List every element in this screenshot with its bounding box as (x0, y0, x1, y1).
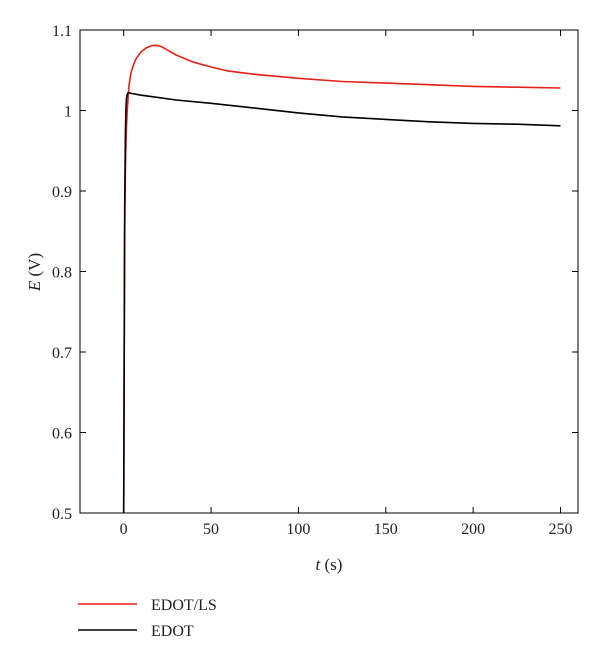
legend-label-edot: EDOT (151, 623, 194, 640)
y-axis-ticks: 0.5 0.6 0.7 0.8 0.9 1 1.1 (52, 23, 578, 523)
x-tick-label: 250 (549, 521, 573, 538)
x-axis-label: t (s) (316, 555, 343, 574)
x-tick-label: 50 (203, 521, 219, 538)
y-tick-label: 0.9 (52, 184, 72, 201)
y-tick-label: 1.1 (52, 23, 72, 40)
x-tick-label: 200 (461, 521, 485, 538)
y-tick-label: 1 (64, 104, 72, 121)
y-axis-label: E (V) (25, 253, 44, 292)
x-tick-label: 0 (120, 521, 128, 538)
y-tick-label: 0.7 (52, 345, 72, 362)
x-tick-label: 100 (286, 521, 310, 538)
y-tick-label: 0.5 (52, 506, 72, 523)
legend-label-edot-ls: EDOT/LS (151, 597, 217, 614)
legend: EDOT/LS EDOT (78, 597, 217, 640)
plot-frame (79, 29, 579, 514)
y-tick-label: 0.8 (52, 265, 72, 282)
series-line-edot-ls (122, 44, 561, 514)
y-tick-label: 0.6 (52, 426, 72, 443)
x-axis-ticks: 0 50 100 150 200 250 (120, 30, 573, 538)
series-lines (122, 44, 561, 514)
x-tick-label: 150 (374, 521, 398, 538)
series-line-edot (122, 92, 561, 514)
